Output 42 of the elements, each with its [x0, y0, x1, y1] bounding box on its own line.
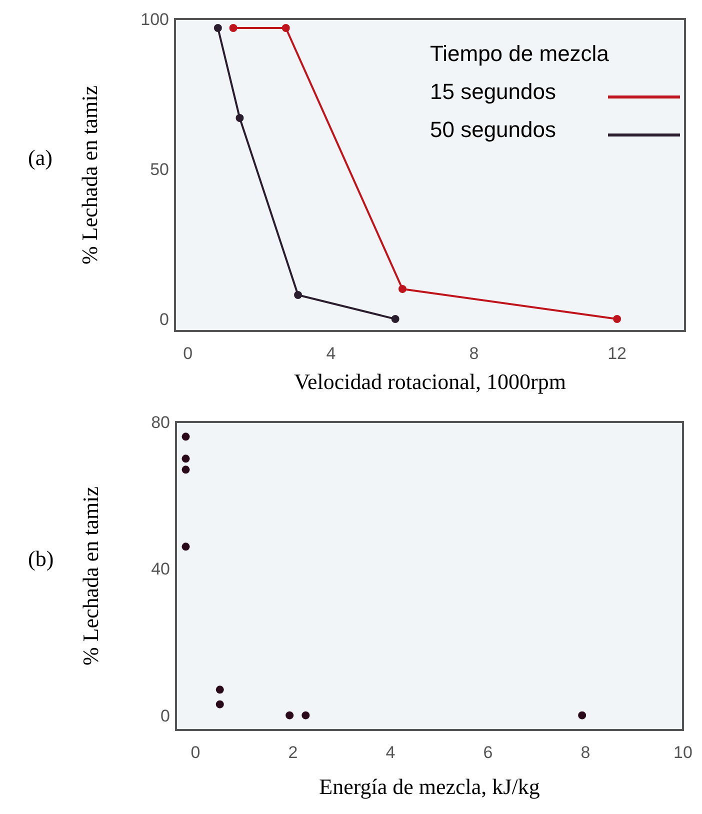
legend-title: Tiempo de mezcla — [430, 41, 610, 66]
point — [182, 454, 190, 463]
x-tick-label: 6 — [483, 743, 493, 762]
point — [578, 711, 586, 720]
x-tick-label: 8 — [469, 344, 479, 363]
point — [216, 686, 224, 694]
point — [294, 291, 302, 299]
x-tick-label: 10 — [674, 743, 692, 762]
point — [216, 700, 224, 708]
x-tick-label: 4 — [326, 344, 336, 363]
x-tick-label: 4 — [386, 743, 396, 762]
x-axis-title: Velocidad rotacional, 1000rpm — [294, 369, 566, 394]
point — [236, 114, 244, 122]
x-axis-title: Energía de mezcla, kJ/kg — [319, 774, 540, 799]
y-tick-label: 80 — [151, 412, 170, 432]
x-tick-label: 8 — [580, 743, 590, 762]
y-tick-label: 100 — [140, 10, 169, 29]
y-tick-label: 0 — [160, 706, 170, 726]
y-tick-label: 50 — [150, 160, 169, 179]
text: (b) — [28, 546, 54, 571]
point — [613, 315, 622, 323]
legend-label: 50 segundos — [430, 117, 556, 142]
y-axis-title: % Lechada en tamiz — [78, 486, 103, 666]
point — [286, 711, 294, 720]
x-tick-label: 12 — [608, 344, 627, 363]
point — [182, 466, 190, 474]
point — [214, 24, 222, 32]
text: (a) — [28, 145, 52, 170]
x-tick-label: 0 — [183, 344, 193, 363]
point — [398, 285, 406, 293]
point — [302, 711, 310, 720]
point — [182, 542, 190, 551]
legend-label: 15 segundos — [430, 79, 556, 104]
point — [391, 315, 400, 323]
y-axis-title: % Lechada en tamiz — [77, 85, 102, 264]
point — [182, 432, 190, 441]
y-tick-label: 0 — [160, 310, 169, 329]
x-tick-label: 0 — [190, 743, 200, 762]
x-tick-label: 2 — [288, 743, 298, 762]
point — [282, 24, 290, 32]
y-tick-label: 40 — [151, 560, 170, 579]
point — [229, 24, 238, 32]
